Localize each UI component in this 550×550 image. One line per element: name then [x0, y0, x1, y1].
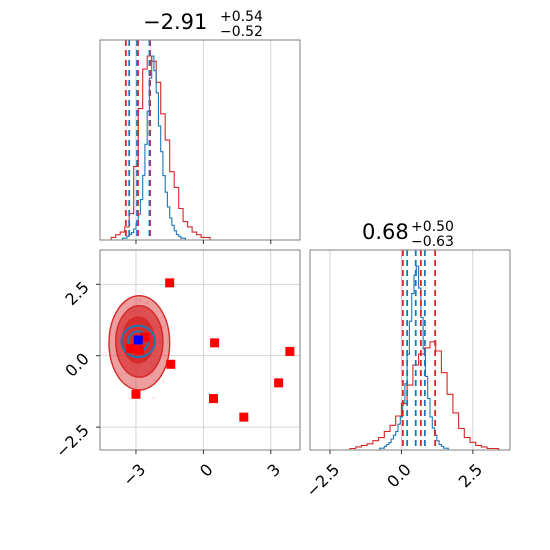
joint-x-label-2: 3: [263, 460, 284, 481]
joint-sample-point: [166, 341, 169, 344]
joint-sample-point: [161, 326, 164, 329]
joint-blue-contour-0: [120, 324, 157, 359]
joint-frame: [99, 249, 301, 451]
joint-sample-point: [125, 372, 128, 375]
joint-sample-point: [163, 354, 166, 357]
param2-title-plus: +0.50: [411, 219, 454, 235]
param2-hist-x-label-2: 2.5: [455, 460, 486, 491]
param2-title-median: 0.68: [362, 220, 409, 244]
param2-hist-blue: [372, 265, 453, 450]
param1-title-median: −2.91: [143, 10, 207, 34]
joint-marker-9: [140, 332, 150, 342]
param2-hist-red: [315, 341, 510, 450]
param1-hist-frame: [99, 39, 301, 241]
joint-sample-point: [153, 379, 156, 381]
joint-sample-point: [139, 300, 142, 303]
joint-sample-point: [146, 301, 149, 304]
joint-sample-point: [150, 374, 153, 377]
joint-sample-point: [137, 299, 140, 302]
joint-sample-point: [117, 372, 119, 375]
joint-x-label-1: 0: [196, 460, 217, 481]
param2-title: 0.68: [362, 220, 409, 244]
param1-hist-blue: [106, 55, 197, 240]
joint-marker-7: [131, 389, 141, 399]
joint-marker-3: [285, 346, 295, 356]
param2-hist-x-label-0: −2.5: [302, 460, 343, 501]
joint-marker-5: [208, 394, 218, 404]
joint-sample-point: [152, 397, 155, 400]
joint-sample-point: [162, 380, 165, 383]
joint-sample-point: [152, 372, 155, 374]
param2-title-minus: −0.63: [411, 234, 454, 250]
param1-title-plus: +0.54: [220, 9, 263, 25]
joint-marker-8: [125, 344, 135, 354]
joint-sample-point: [144, 301, 147, 304]
param2-hist-frame: [309, 249, 511, 451]
joint-marker-10: [134, 345, 144, 355]
joint-sample-point: [132, 304, 134, 307]
param1-title-minus: −0.52: [220, 24, 263, 40]
joint-marker-2: [210, 338, 220, 348]
joint-marker-4: [274, 378, 284, 388]
joint-sample-point: [121, 373, 123, 376]
joint-marker-0: [165, 278, 175, 288]
param2-hist-x-label-1: 0.0: [383, 460, 414, 491]
joint-y-label-2: 2.5: [61, 278, 92, 309]
joint-sample-point: [123, 302, 126, 305]
joint-marker-1: [166, 359, 176, 369]
joint-y-label-1: 0.0: [61, 349, 92, 380]
joint-x-label-0: −3: [119, 460, 149, 490]
param1-hist-group: [106, 55, 300, 240]
param2-hist-group: [315, 265, 510, 450]
joint-truth-marker: [133, 335, 143, 345]
param1-title: −2.91: [143, 10, 207, 34]
joint-group: [108, 278, 295, 422]
joint-y-label-0: −2.5: [52, 421, 93, 462]
joint-marker-6: [239, 412, 249, 422]
param1-hist-red: [106, 55, 300, 240]
